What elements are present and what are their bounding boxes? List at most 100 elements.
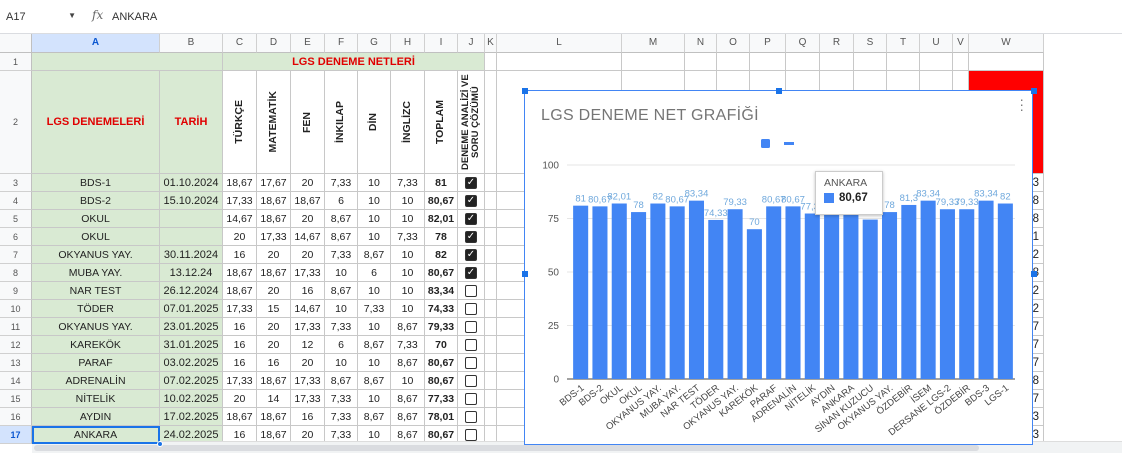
row-header-7[interactable]: 7 <box>0 246 32 264</box>
cell-tur[interactable]: 17,33 <box>223 192 257 210</box>
cell-tur[interactable]: 16 <box>223 354 257 372</box>
cell-fen[interactable]: 18,67 <box>291 192 325 210</box>
cell-tur[interactable]: 16 <box>223 318 257 336</box>
cell-name[interactable]: BDS-2 <box>32 192 160 210</box>
cell-checkbox[interactable] <box>458 390 485 408</box>
checkbox-unchecked[interactable] <box>465 392 477 405</box>
cell-din[interactable]: 10 <box>358 228 391 246</box>
header-e[interactable]: FEN <box>291 71 325 174</box>
column-header-a[interactable]: A <box>32 34 160 53</box>
row-header-2[interactable]: 2 <box>0 71 32 174</box>
cell-din[interactable]: 10 <box>358 210 391 228</box>
cell-empty[interactable] <box>485 210 497 228</box>
cell-name[interactable]: ADRENALİN <box>32 372 160 390</box>
cell-ing[interactable]: 7,33 <box>391 174 425 192</box>
cell-checkbox[interactable]: ✓ <box>458 228 485 246</box>
cell-ink[interactable]: 7,33 <box>325 246 358 264</box>
cell-empty[interactable] <box>854 53 887 71</box>
more-vert-icon[interactable]: · · · <box>1019 91 1024 117</box>
cell-top[interactable]: 81 <box>425 174 458 192</box>
cell-fen[interactable]: 17,33 <box>291 390 325 408</box>
cell-tur[interactable]: 16 <box>223 336 257 354</box>
cell-ing[interactable]: 7,33 <box>391 336 425 354</box>
cell-din[interactable]: 10 <box>358 390 391 408</box>
cell-fen[interactable]: 20 <box>291 174 325 192</box>
row-header-3[interactable]: 3 <box>0 174 32 192</box>
column-header-k[interactable]: K <box>485 34 497 53</box>
cell-empty[interactable] <box>485 71 497 174</box>
header-c[interactable]: TÜRKÇE <box>223 71 257 174</box>
cell-din[interactable]: 8,67 <box>358 246 391 264</box>
cell-ing[interactable]: 10 <box>391 282 425 300</box>
row-header-8[interactable]: 8 <box>0 264 32 282</box>
cell-top[interactable]: 83,34 <box>425 282 458 300</box>
cell-din[interactable]: 6 <box>358 264 391 282</box>
cell-ink[interactable]: 6 <box>325 336 358 354</box>
cell-checkbox[interactable] <box>458 372 485 390</box>
cell-ink[interactable]: 8,67 <box>325 282 358 300</box>
cell-mat[interactable]: 18,67 <box>257 264 291 282</box>
chart-resize-handle[interactable] <box>522 88 528 94</box>
header-h[interactable]: İNGLİZC <box>391 71 425 174</box>
cell-fen[interactable]: 12 <box>291 336 325 354</box>
cell-name[interactable]: AYDIN <box>32 408 160 426</box>
header-i[interactable]: TOPLAM <box>425 71 458 174</box>
cell-checkbox[interactable]: ✓ <box>458 192 485 210</box>
cell-fen[interactable]: 16 <box>291 408 325 426</box>
checkbox-checked[interactable]: ✓ <box>465 248 477 261</box>
row-header-9[interactable]: 9 <box>0 282 32 300</box>
row-header-10[interactable]: 10 <box>0 300 32 318</box>
cell-empty[interactable] <box>717 53 750 71</box>
cell-din[interactable]: 10 <box>358 354 391 372</box>
cell-top[interactable]: 70 <box>425 336 458 354</box>
cell-fen[interactable]: 20 <box>291 354 325 372</box>
chevron-down-icon[interactable]: ▼ <box>68 11 76 20</box>
column-header-d[interactable]: D <box>257 34 291 53</box>
column-header-r[interactable]: R <box>820 34 854 53</box>
cell-ink[interactable]: 10 <box>325 354 358 372</box>
cell-mat[interactable]: 18,67 <box>257 192 291 210</box>
row-header-13[interactable]: 13 <box>0 354 32 372</box>
column-header-p[interactable]: P <box>750 34 786 53</box>
header-g[interactable]: DİN <box>358 71 391 174</box>
cell-empty[interactable] <box>485 408 497 426</box>
cell-empty[interactable] <box>485 282 497 300</box>
cell-empty[interactable] <box>485 53 497 71</box>
cell-ing[interactable]: 8,67 <box>391 390 425 408</box>
column-header-n[interactable]: N <box>685 34 717 53</box>
checkbox-unchecked[interactable] <box>465 428 477 441</box>
cell-date[interactable]: 30.11.2024 <box>160 246 223 264</box>
cell-w1[interactable] <box>969 53 1044 71</box>
cell-empty[interactable] <box>622 53 685 71</box>
column-header-m[interactable]: M <box>622 34 685 53</box>
cell-empty[interactable] <box>685 53 717 71</box>
cell-date[interactable]: 07.01.2025 <box>160 300 223 318</box>
cell-mat[interactable]: 18,67 <box>257 372 291 390</box>
cell-empty[interactable] <box>820 53 854 71</box>
cell-ing[interactable]: 10 <box>391 300 425 318</box>
chart-resize-handle[interactable] <box>776 88 782 94</box>
net-chart[interactable]: LGS DENEME NET GRAFİĞİ · · · 0 25 50 75 100 81 BDS… <box>522 88 1037 445</box>
cell-empty[interactable] <box>485 318 497 336</box>
column-header-t[interactable]: T <box>887 34 920 53</box>
cell-mat[interactable]: 20 <box>257 246 291 264</box>
cell-top[interactable]: 78 <box>425 228 458 246</box>
cell-empty[interactable] <box>485 354 497 372</box>
cell-din[interactable]: 10 <box>358 174 391 192</box>
cell-checkbox[interactable] <box>458 282 485 300</box>
cell-din[interactable]: 8,67 <box>358 372 391 390</box>
checkbox-checked[interactable]: ✓ <box>465 266 477 279</box>
cell-checkbox[interactable]: ✓ <box>458 210 485 228</box>
fill-handle[interactable] <box>157 441 163 447</box>
cell-name[interactable]: PARAF <box>32 354 160 372</box>
cell-fen[interactable]: 20 <box>291 210 325 228</box>
cell-date[interactable] <box>160 228 223 246</box>
cell-fen[interactable]: 17,33 <box>291 372 325 390</box>
checkbox-checked[interactable]: ✓ <box>465 194 477 207</box>
column-header-c[interactable]: C <box>223 34 257 53</box>
checkbox-unchecked[interactable] <box>465 302 477 315</box>
cell-top[interactable]: 80,67 <box>425 264 458 282</box>
cell-ing[interactable]: 10 <box>391 372 425 390</box>
cell-empty[interactable] <box>485 300 497 318</box>
cell-date[interactable] <box>160 210 223 228</box>
